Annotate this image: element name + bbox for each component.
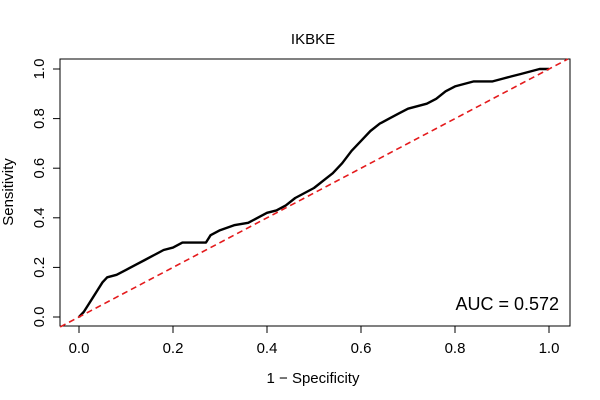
y-tick-label: 0.4 bbox=[31, 207, 48, 228]
y-tick-label: 0.6 bbox=[31, 158, 48, 179]
y-axis: 0.0 0.2 0.4 0.6 0.8 1.0 bbox=[31, 59, 61, 328]
x-tick-label: 0.4 bbox=[257, 340, 278, 357]
y-tick-label: 0.8 bbox=[31, 108, 48, 129]
x-tick-label: 0.8 bbox=[445, 340, 466, 357]
auc-annotation: AUC = 0.572 bbox=[455, 294, 559, 314]
chart-title: IKBKE bbox=[291, 31, 335, 48]
plot-area-frame bbox=[59, 58, 571, 327]
series-layer bbox=[59, 58, 569, 328]
x-tick-label: 0.0 bbox=[69, 340, 90, 357]
y-tick-label: 0.2 bbox=[31, 257, 48, 278]
x-tick-label: 0.2 bbox=[163, 340, 184, 357]
reference-diagonal-line bbox=[59, 58, 569, 328]
x-tick-label: 0.6 bbox=[351, 340, 372, 357]
roc-curve bbox=[78, 67, 549, 318]
y-tick-label: 1.0 bbox=[31, 59, 48, 80]
x-axis: 0.0 0.2 0.4 0.6 0.8 1.0 bbox=[69, 325, 560, 357]
x-tick-label: 1.0 bbox=[539, 340, 560, 357]
x-axis-label: 1 − Specificity bbox=[267, 370, 360, 387]
y-tick-label: 0.0 bbox=[31, 307, 48, 328]
y-axis-label: Sensitivity bbox=[0, 158, 17, 226]
